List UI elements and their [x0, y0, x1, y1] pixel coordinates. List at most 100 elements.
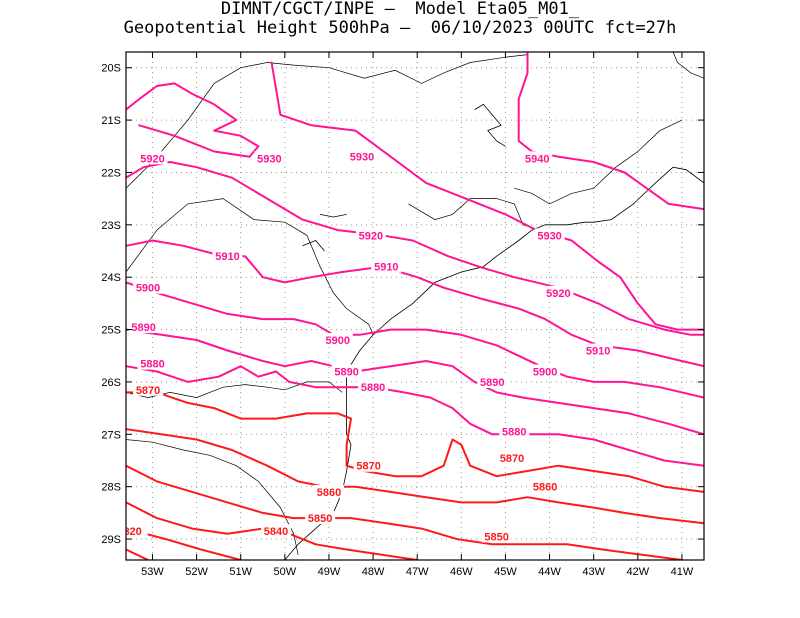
contour-label-bg	[133, 382, 164, 396]
coastline	[284, 166, 704, 560]
contour-label-bg	[126, 524, 148, 538]
contour-label-bg	[128, 319, 159, 333]
tick-label-lon: 51W	[229, 566, 252, 578]
geography-layer	[126, 52, 704, 560]
gridlines	[126, 52, 704, 560]
contour-label: 5870	[356, 461, 380, 473]
contour-label: 5860	[533, 482, 557, 494]
contour-line-5890	[126, 328, 704, 436]
river-lake	[474, 103, 506, 147]
contour-label: 5870	[500, 453, 524, 465]
contour-label: 5920	[546, 288, 570, 300]
contour-label-bg	[543, 285, 574, 299]
contour-line-5820	[126, 548, 150, 560]
contour-line-5870	[126, 391, 704, 493]
contour-label: 5920	[359, 230, 383, 242]
contour-layer: 5940 5930 5930 5930 5920 5920 5920 5910 5910 5910…	[123, 52, 704, 560]
contour-label: 5850	[308, 513, 332, 525]
contour-label: 5920	[140, 153, 164, 165]
tick-label-lat: 21S	[101, 115, 121, 127]
contour-label-bg	[477, 374, 508, 388]
axis-ticks: 53W 52W 51W 50W 49W 48W 47W 46W 45W 44W 43W 42W 41W 2…	[101, 52, 704, 578]
state-boundary	[126, 198, 374, 335]
contour-label-bg	[261, 524, 292, 538]
contour-line-5900	[126, 281, 704, 399]
tick-label-lon: 41W	[671, 566, 694, 578]
title-line-2: Geopotential Height 500hPa – 06/10/2023 …	[123, 18, 677, 38]
contour-label: 5890	[131, 322, 155, 334]
river-lake	[302, 240, 325, 252]
contour-line-5850	[126, 464, 683, 560]
contour-label-bg	[313, 484, 344, 498]
state-boundary	[126, 54, 528, 189]
tick-label-lon: 50W	[274, 566, 297, 578]
contour-label: 5910	[374, 262, 398, 274]
contour-label-bg	[530, 364, 561, 378]
contour-label-bg	[522, 151, 553, 165]
contour-label: 5860	[317, 487, 341, 499]
contour-line-5940	[517, 52, 704, 211]
tick-label-lon: 53W	[141, 566, 164, 578]
contour-label-bg	[347, 149, 378, 163]
contour-label-bg	[137, 151, 168, 165]
contour-label-bg	[254, 151, 285, 165]
river-lake	[320, 214, 347, 218]
tick-label-lat: 26S	[101, 377, 121, 389]
contour-label: 820	[123, 526, 141, 538]
contour-label-bg	[497, 450, 528, 464]
tick-label-lon: 46W	[450, 566, 473, 578]
contour-label-bg	[355, 228, 386, 242]
contour-label-bg	[530, 479, 561, 493]
tick-label-lat: 27S	[101, 429, 121, 441]
contour-label: 5930	[537, 230, 561, 242]
tick-label-lon: 43W	[582, 566, 605, 578]
contour-label: 5870	[136, 385, 160, 397]
contour-label: 5890	[480, 377, 504, 389]
state-boundary	[514, 119, 683, 205]
contour-label: 5930	[257, 153, 281, 165]
state-boundary	[408, 198, 541, 231]
title-line-1: DIMNT/CGCT/INPE – Model Eta05_M01_	[220, 0, 580, 19]
contour-label-bg	[137, 356, 168, 370]
tick-label-lat: 22S	[101, 167, 121, 179]
contour-label-bg	[481, 529, 512, 543]
contour-label: 5880	[140, 359, 164, 371]
tick-label-lon: 52W	[185, 566, 208, 578]
tick-label-lat: 29S	[101, 534, 121, 546]
tick-label-lat: 23S	[101, 220, 121, 232]
contour-label: 5900	[136, 283, 160, 295]
contour-label: 5900	[533, 366, 557, 378]
contour-line-5930	[126, 82, 260, 158]
contour-line-5930	[270, 61, 704, 331]
contour-label-bg	[499, 424, 530, 438]
tick-label-lat: 24S	[101, 272, 121, 284]
tick-label-lat: 28S	[101, 482, 121, 494]
contour-label: 5900	[326, 335, 350, 347]
contour-label-bg	[583, 343, 614, 357]
tick-label-lon: 45W	[494, 566, 517, 578]
state-boundary	[672, 52, 704, 79]
contour-label: 5940	[525, 153, 549, 165]
contour-label: 5880	[502, 427, 526, 439]
contour-label: 5910	[215, 251, 239, 263]
contour-label-bg	[212, 249, 243, 263]
tick-label-lon: 49W	[318, 566, 341, 578]
tick-label-lon: 42W	[627, 566, 650, 578]
contour-line-5920	[126, 161, 704, 336]
contour-label: 5910	[586, 346, 610, 358]
map-title: DIMNT/CGCT/INPE – Model Eta05_M01_ Geopo…	[0, 0, 800, 38]
contour-label-bg	[133, 280, 164, 294]
contour-label: 5840	[264, 526, 288, 538]
tick-label-lon: 44W	[538, 566, 561, 578]
contour-label-bg	[371, 259, 402, 273]
contour-label: 5890	[334, 366, 358, 378]
contour-label-bg	[305, 511, 336, 525]
contour-line-5860	[126, 428, 704, 525]
tick-label-lon: 48W	[362, 566, 385, 578]
contour-label: 5930	[350, 152, 374, 164]
tick-label-lat: 20S	[101, 63, 121, 75]
contour-line-5880	[126, 365, 704, 467]
contour-label-bg	[534, 228, 565, 242]
plot-frame	[125, 51, 705, 561]
